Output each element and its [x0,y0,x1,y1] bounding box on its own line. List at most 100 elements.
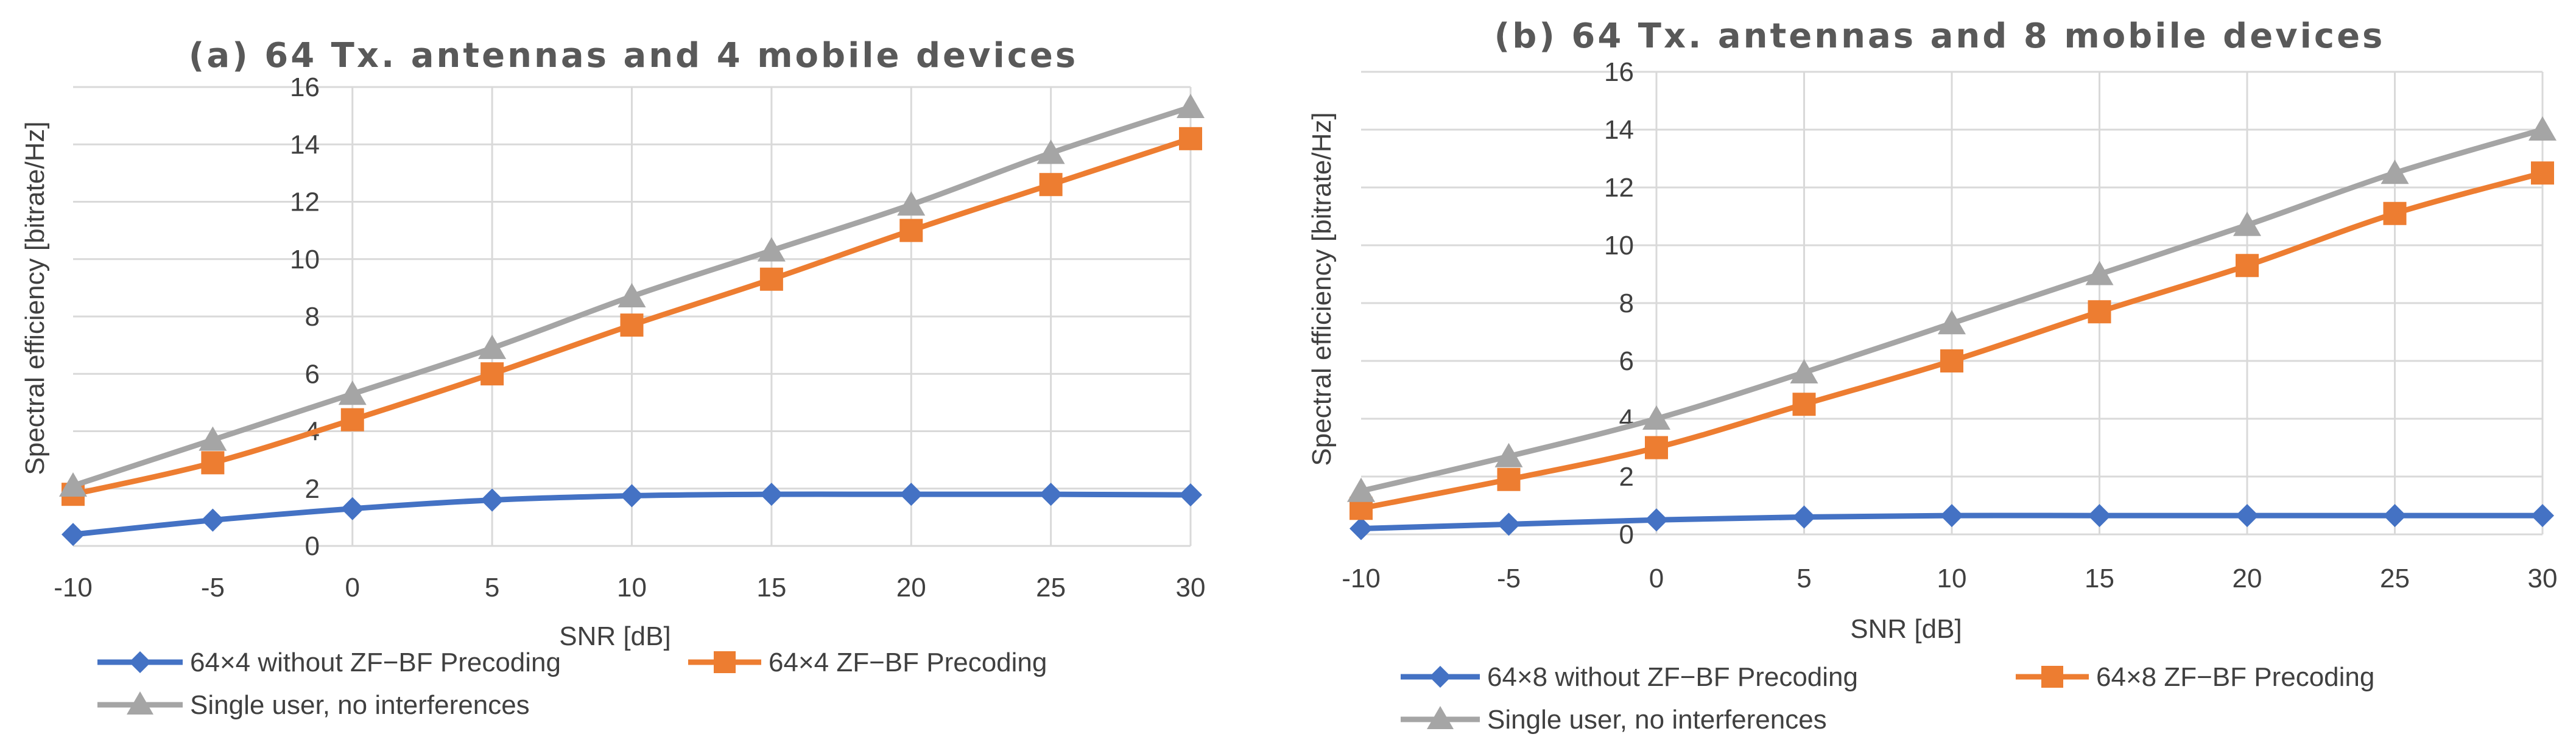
chart-b-series [1347,116,2557,540]
data-point-diamond [2236,504,2259,528]
x-tick-label: -10 [1342,564,1381,593]
data-point-triangle [1642,405,1670,430]
data-point-diamond [620,484,644,508]
y-tick-label: 6 [1619,346,1634,376]
data-point-square [899,218,923,242]
chart-a-x-axis-label: SNR [dB] [559,621,670,651]
data-point-diamond [62,523,85,547]
chart-b-x-tick-labels: -10 -5 0 5 10 15 20 25 30 [1342,564,2557,593]
data-point-diamond [201,508,225,532]
x-tick-label: 25 [2380,564,2410,593]
chart-a: (a) 64 Tx. antennas and 4 mobile devices… [20,36,1205,720]
x-tick-label: 15 [756,573,786,603]
data-point-square [1039,173,1063,197]
chart-b-legend-label-1: 64×8 without ZF−BF Precoding [1487,662,1858,692]
data-point-triangle [1938,310,1966,335]
y-tick-label: 10 [1604,231,1634,260]
chart-a-legend-item-1: 64×4 without ZF−BF Precoding [97,648,561,677]
x-tick-label: -10 [54,573,93,603]
chart-b-x-axis-label: SNR [dB] [1850,614,1962,644]
y-tick-label: 6 [305,359,320,389]
y-tick-label: 2 [1619,462,1634,492]
data-point-square [480,362,504,386]
x-tick-label: 0 [345,573,360,603]
chart-b-legend-item-3: Single user, no interferences [1401,705,1827,735]
chart-a-legend-item-3: Single user, no interferences [97,690,530,720]
chart-b-legend: 64×8 without ZF−BF Precoding 64×8 ZF−BF … [1401,662,2374,735]
data-point-diamond [1039,483,1063,506]
legend-diamond-marker [129,651,151,673]
chart-b-gridlines [1361,71,2544,536]
data-point-triangle [2528,116,2557,141]
data-point-triangle [1177,93,1205,118]
y-tick-label: 16 [290,72,320,102]
data-point-triangle [757,237,786,262]
data-point-square [1792,393,1816,416]
y-tick-label: 2 [305,474,320,504]
data-point-square [201,451,225,475]
data-point-square [1940,349,1963,372]
data-point-diamond [340,497,364,520]
y-tick-label: 12 [290,187,320,217]
y-tick-label: 10 [290,245,320,274]
chart-b-legend-item-2: 64×8 ZF−BF Precoding [2016,662,2374,692]
chart-b-legend-item-1: 64×8 without ZF−BF Precoding [1401,662,1858,692]
data-point-diamond [1940,504,1963,528]
data-point-square [340,408,364,432]
y-tick-label: 16 [1604,57,1634,87]
data-point-diamond [480,488,504,512]
data-point-diamond [2531,504,2554,528]
chart-a-title: (a) 64 Tx. antennas and 4 mobile devices [189,36,1079,75]
data-point-diamond [2088,504,2111,528]
data-point-triangle [1494,442,1523,467]
x-tick-label: 25 [1036,573,1066,603]
data-point-square [1645,436,1668,460]
legend-triangle-marker [1427,706,1454,729]
data-point-triangle [2233,211,2261,236]
data-point-square [2236,254,2259,278]
data-point-triangle [478,334,507,359]
data-point-diamond [1497,512,1521,536]
y-tick-label: 14 [290,130,320,159]
y-tick-label: 12 [1604,173,1634,203]
legend-square-marker [2041,666,2063,688]
y-tick-label: 8 [305,302,320,332]
data-point-triangle [2085,260,2114,285]
data-point-triangle [1790,359,1818,383]
data-point-triangle [2381,159,2409,184]
legend-square-marker [714,651,736,673]
chart-b-legend-label-2: 64×8 ZF−BF Precoding [2096,662,2374,692]
data-point-square [2531,161,2554,185]
data-point-square [759,267,783,291]
chart-a-legend-item-2: 64×4 ZF−BF Precoding [688,648,1047,677]
x-tick-label: 30 [2528,564,2558,593]
chart-a-legend: 64×4 without ZF−BF Precoding 64×4 ZF−BF … [97,648,1047,720]
data-point-square [1179,127,1202,150]
data-point-diamond [1645,508,1668,532]
x-tick-label: 15 [2085,564,2114,593]
data-point-triangle [199,426,227,451]
chart-a-series [59,93,1205,547]
chart-a-legend-label-3: Single user, no interferences [190,690,530,720]
x-tick-label: 20 [896,573,926,603]
x-tick-label: -5 [1497,564,1521,593]
legend-diamond-marker [1429,666,1451,688]
data-point-square [2383,201,2407,225]
data-point-square [2088,300,2111,324]
data-point-triangle [897,191,926,216]
chart-a-legend-label-2: 64×4 ZF−BF Precoding [769,648,1047,677]
legend-triangle-marker [127,691,153,715]
x-tick-label: -5 [201,573,225,603]
x-tick-label: 20 [2233,564,2262,593]
data-point-square [1497,467,1521,491]
x-tick-label: 0 [1649,564,1664,593]
x-tick-label: 5 [1797,564,1811,593]
data-point-triangle [1347,477,1375,502]
chart-b-y-axis-label: Spectral efficiency [bitrate/Hz] [1307,112,1337,466]
y-tick-label: 0 [305,531,320,561]
data-point-triangle [338,380,367,405]
chart-a-y-axis-label: Spectral efficiency [bitrate/Hz] [20,121,50,475]
y-tick-label: 8 [1619,288,1634,318]
